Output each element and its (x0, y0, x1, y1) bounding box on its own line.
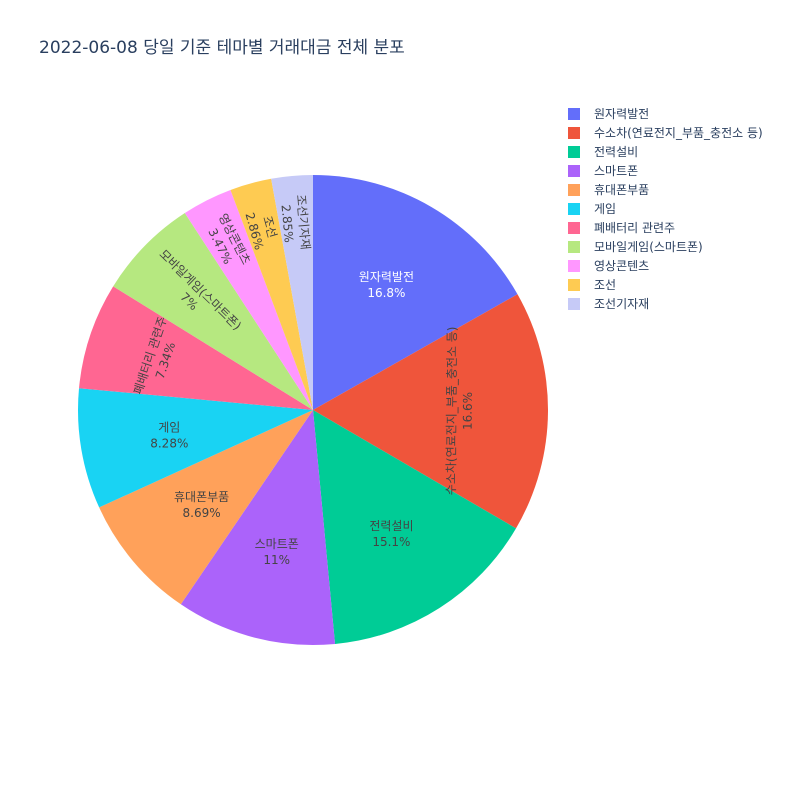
slice-label-name: 전력설비 (369, 519, 413, 533)
slice-label: 휴대폰부품 8.69% (174, 490, 229, 520)
pie-slice[interactable] (313, 410, 516, 644)
legend-label: 영상콘텐츠 (594, 259, 650, 273)
slice-label-percent: 16.6% (461, 392, 475, 430)
legend-item[interactable]: 스마트폰 (568, 161, 763, 180)
pie-slice[interactable] (184, 189, 313, 410)
slice-label-percent: 11% (263, 553, 290, 567)
legend-label: 게임 (594, 202, 617, 216)
legend-label: 전력설비 (594, 145, 639, 159)
slice-label-percent: 8.28% (150, 436, 188, 450)
slice-label: 원자력발전 16.8% (359, 270, 414, 300)
pie-slice[interactable] (79, 286, 313, 410)
slice-label-name: 스마트폰 (255, 537, 299, 551)
legend-swatch (568, 221, 580, 234)
slice-label-name: 휴대폰부품 (174, 490, 229, 504)
slice-label: 게임 8.28% (150, 420, 188, 450)
pie-slice[interactable] (77, 388, 313, 508)
legend-swatch (568, 164, 580, 177)
legend-label: 조선 (594, 278, 617, 292)
pie-slice[interactable] (313, 294, 549, 529)
pie-slice[interactable] (313, 174, 518, 410)
legend-swatch (568, 107, 580, 120)
legend-item[interactable]: 게임 (568, 199, 763, 218)
slice-label-name: 게임 (158, 420, 180, 434)
slice-label: 전력설비 15.1% (369, 519, 413, 549)
legend-item[interactable]: 수소차(연료전지_부품_충전소 등) (568, 123, 763, 142)
legend-swatch (568, 183, 580, 196)
legend-label: 휴대폰부품 (594, 183, 650, 197)
legend-label: 스마트폰 (594, 164, 639, 178)
chart-title: 2022-06-08 당일 기준 테마별 거래대금 전체 분포 (39, 38, 405, 58)
slice-label-percent: 8.69% (183, 506, 221, 520)
slice-label-name: 원자력발전 (359, 270, 414, 284)
legend-item[interactable]: 전력설비 (568, 142, 763, 161)
legend-swatch (568, 278, 580, 291)
legend-item[interactable]: 영상콘텐츠 (568, 256, 763, 275)
slice-label-name: 조선 (260, 214, 279, 239)
slice-label-name: 수소차(연료전지_부품_충전소 등) (444, 326, 459, 495)
pie-slice[interactable] (230, 178, 313, 410)
legend-item[interactable]: 모바일게임(스마트폰) (568, 237, 763, 256)
legend-item[interactable]: 원자력발전 (568, 104, 763, 123)
slice-label-percent: 2.85% (279, 204, 296, 243)
slice-label: 수소차(연료전지_부품_충전소 등) 16.6% (444, 326, 475, 495)
legend-item[interactable]: 휴대폰부품 (568, 180, 763, 199)
legend-swatch (568, 145, 580, 158)
slice-label: 스마트폰 11% (255, 537, 299, 567)
legend-swatch (568, 297, 580, 310)
pie-slice[interactable] (99, 410, 313, 605)
legend-swatch (568, 202, 580, 215)
legend-label: 원자력발전 (594, 107, 650, 121)
legend-label: 모바일게임(스마트폰) (594, 240, 703, 254)
legend-item[interactable]: 폐배터리 관련주 (568, 218, 763, 237)
legend-swatch (568, 240, 580, 253)
legend-label: 조선기자재 (594, 297, 650, 311)
legend-item[interactable]: 조선기자재 (568, 294, 763, 313)
pie-slice[interactable] (180, 410, 336, 645)
slice-label-percent: 16.8% (367, 286, 405, 300)
legend-item[interactable]: 조선 (568, 275, 763, 294)
legend-label: 수소차(연료전지_부품_충전소 등) (594, 126, 763, 140)
legend-label: 폐배터리 관련주 (594, 221, 676, 235)
slice-label-percent: 15.1% (372, 535, 410, 549)
legend-swatch (568, 126, 580, 139)
pie-slice[interactable] (113, 213, 313, 410)
legend-swatch (568, 259, 580, 272)
pie-slice[interactable] (271, 175, 313, 410)
slice-label-name: 조선기자재 (294, 194, 313, 250)
